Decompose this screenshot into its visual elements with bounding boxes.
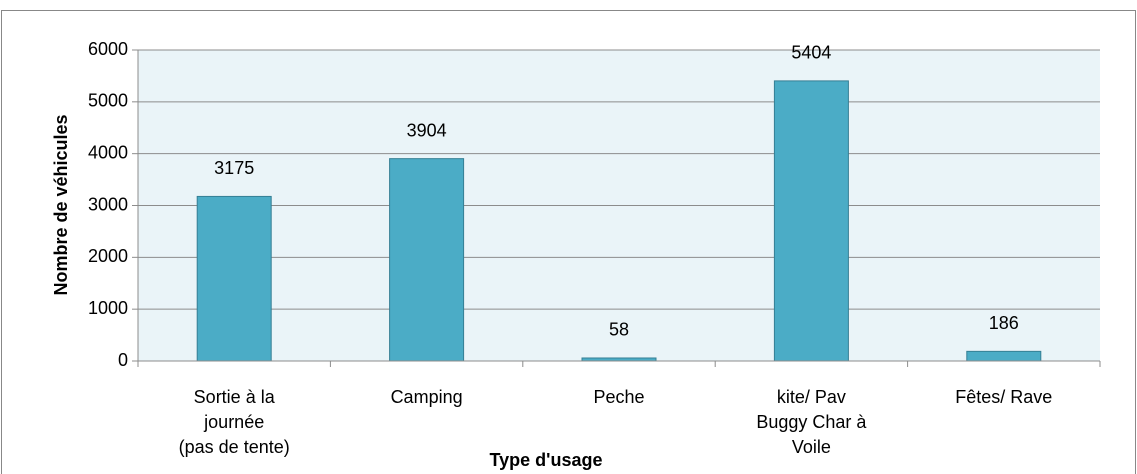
data-label: 3904	[407, 120, 447, 140]
bar	[196, 195, 272, 362]
x-tick-label: Fêtes/ Rave	[955, 387, 1052, 407]
x-tick-label: Sortie à la journée (pas de tente)	[179, 387, 290, 457]
data-label: 3175	[214, 158, 254, 178]
y-tick-label: 3000	[88, 194, 128, 214]
y-tick-label: 1000	[88, 298, 128, 318]
bar	[966, 350, 1042, 362]
y-tick-label: 6000	[88, 39, 128, 59]
y-tick-label: 2000	[88, 246, 128, 266]
y-tick-label: 5000	[88, 91, 128, 111]
x-tick-label: Peche	[593, 387, 644, 407]
data-label: 58	[609, 320, 629, 340]
data-label: 5404	[791, 43, 831, 63]
y-tick-label: 4000	[88, 142, 128, 162]
data-label: 186	[989, 313, 1019, 333]
y-tick-label: 0	[118, 350, 128, 370]
bar	[389, 158, 465, 362]
x-tick-label: kite/ Pav Buggy Char à Voile	[756, 387, 867, 457]
x-axis-title: Type d'usage	[490, 450, 603, 470]
y-axis-title: Nombre de véhicules	[51, 114, 71, 295]
bar	[773, 80, 849, 362]
x-tick-label: Camping	[391, 387, 463, 407]
